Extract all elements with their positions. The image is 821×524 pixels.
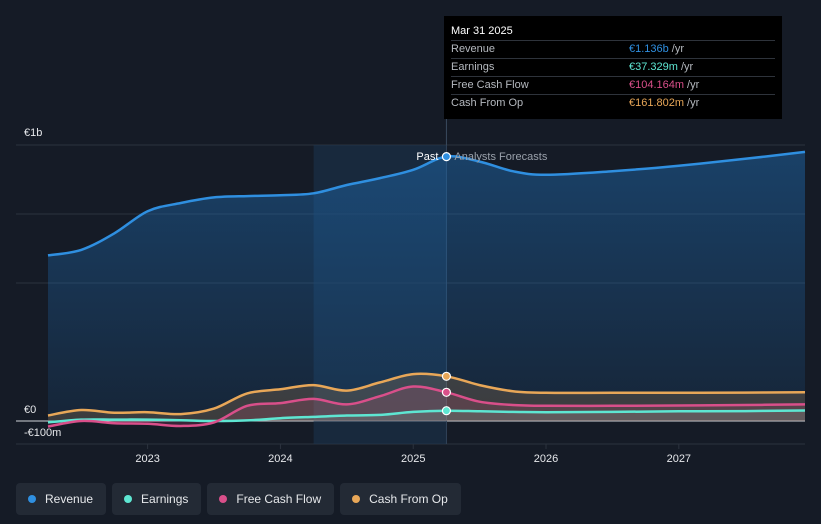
legend-item-cash-from-op[interactable]: Cash From Op [340,483,461,515]
tooltip-label: Earnings [451,61,495,73]
tooltip-label: Free Cash Flow [451,79,529,91]
earnings-area [48,410,805,423]
financial-chart: €1b €0 -€100m 2023 2024 2025 2026 2027 Past Analy… [16,95,806,465]
tooltip-value: €104.164m [629,79,685,91]
tooltip-row-cash-from-op: Cash From Op €161.802m/yr [451,94,775,112]
cash-from-op-marker [441,371,452,381]
legend-item-free-cash-flow[interactable]: Free Cash Flow [207,483,335,515]
forecast-label: Analysts Forecasts [454,151,547,163]
x-tick-2023: 2023 [135,453,159,465]
axis-labels: €1b €0 -€100m 2023 2024 2025 2026 2027 Past Analy… [24,127,691,465]
tooltip-unit: /yr [680,61,694,73]
y-tick-0: €0 [24,404,36,416]
tooltip-value: €1.136b [629,43,669,55]
tooltip-label: Revenue [451,43,496,55]
tooltip-row-earnings: Earnings €37.329m/yr [451,58,775,76]
x-tick-2024: 2024 [268,453,292,465]
tooltip-unit: /yr [671,43,684,55]
tooltip-label: Cash From Op [451,97,524,109]
free-cash-flow-marker [441,387,452,397]
legend-dot-icon [28,495,36,503]
tooltip-row-free-cash-flow: Free Cash Flow €104.164m/yr [451,76,775,94]
x-tick-2026: 2026 [534,453,558,465]
legend-item-revenue[interactable]: Revenue [16,483,107,515]
cash-from-op-line [47,372,806,417]
x-tick-2025: 2025 [401,453,425,465]
legend-label: Cash From Op [369,492,448,506]
legend-label: Revenue [45,492,94,506]
earnings-line [47,409,806,424]
tooltip-date: Mar 31 2025 [451,25,513,37]
tooltip-value: €161.802m [629,97,685,109]
y-tick-neg100m: -€100m [24,427,61,439]
legend-dot-icon [124,495,133,503]
earnings-marker [441,406,452,416]
legend-dot-icon [219,495,228,503]
revenue-marker [441,151,452,162]
x-tick-2027: 2027 [667,453,691,465]
legend: Revenue Earnings Free Cash Flow Cash From O… [16,483,461,515]
tooltip-unit: /yr [687,79,700,91]
y-tick-1b: €1b [24,127,42,139]
revenue-line [47,150,806,257]
tooltip-panel: Mar 31 2025 Revenue €1.136b/yr Earnings €37… [444,16,782,119]
legend-item-earnings[interactable]: Earnings [112,483,202,515]
legend-label: Free Cash Flow [236,492,322,506]
tooltip-value: €37.329m [629,61,678,73]
past-label: Past [416,151,438,163]
revenue-area [48,151,805,421]
series-areas [48,151,805,427]
free-cash-flow-line [47,385,806,428]
series-lines [47,150,806,428]
free-cash-flow-area [48,386,805,427]
legend-dot-icon [352,495,361,503]
tooltip-unit: /yr [687,97,700,109]
tooltip-row-revenue: Revenue €1.136b/yr [451,40,775,58]
series-markers [441,151,452,416]
legend-label: Earnings [141,492,189,506]
